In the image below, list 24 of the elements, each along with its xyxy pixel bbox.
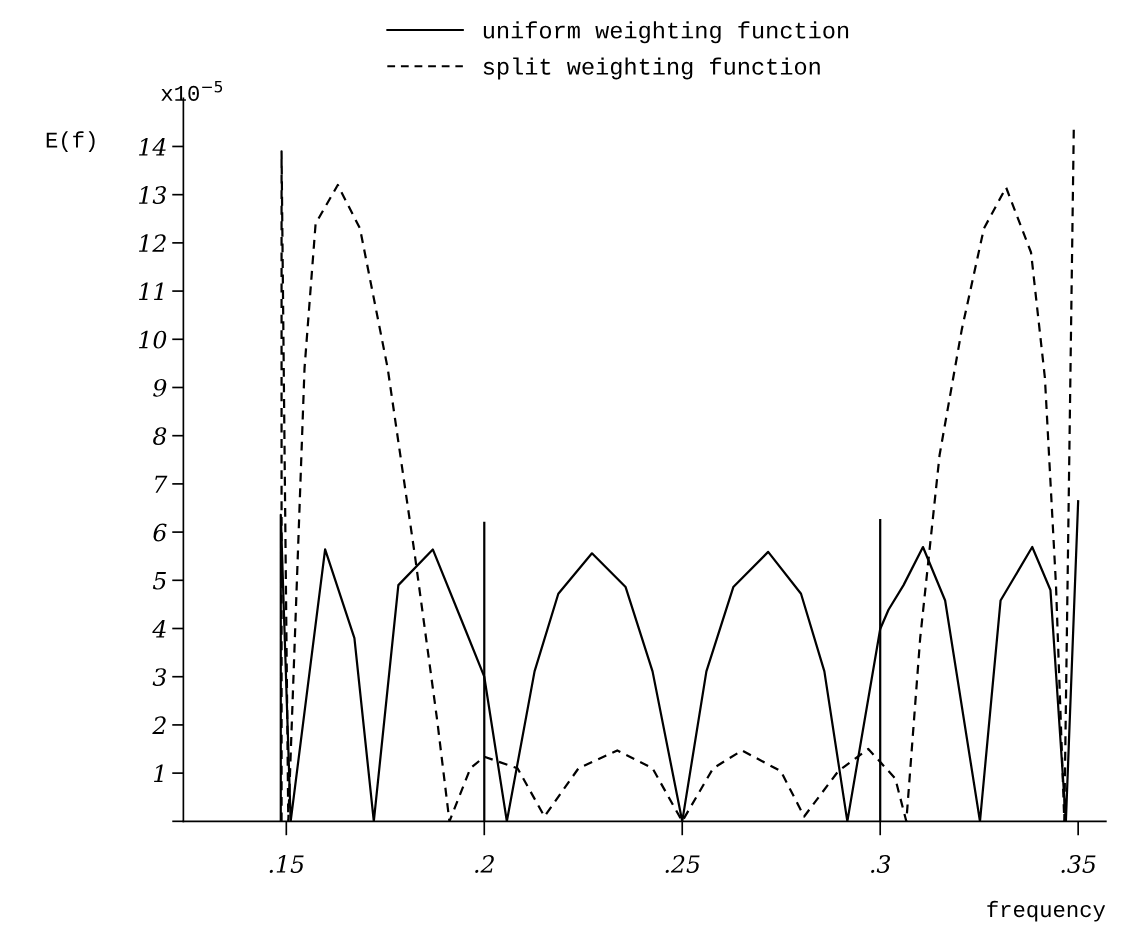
y-tick-label: 8 (153, 427, 167, 445)
y-tick-label: 14 (139, 137, 166, 156)
y-tick-label: 3 (152, 668, 166, 687)
annotation: x10$^{−5}$ (161, 80, 223, 101)
x-tick-label: .25 (665, 855, 700, 873)
x-tick-label: .35 (1061, 855, 1096, 873)
y-tick-label: 5 (152, 572, 166, 590)
y-tick-label: 10 (139, 330, 167, 349)
y-tick-label: 7 (155, 475, 168, 493)
x-tick-label: .3 (871, 855, 891, 873)
y-tick-label: 9 (153, 378, 167, 397)
y-tick-label: 13 (139, 186, 166, 204)
x-tick-label: .2 (475, 855, 494, 873)
legend-label: uniform weighting function (483, 21, 849, 44)
y-tick-label: 6 (153, 523, 167, 542)
y-tick-label: 1 (154, 764, 163, 783)
legend-label: split weighting function (483, 57, 820, 80)
y-tick-label: 12 (139, 234, 166, 252)
y-tick-label: 2 (152, 716, 166, 734)
x-axis-title: frequency (987, 900, 1106, 922)
y-tick-label: 4 (152, 619, 166, 638)
x-tick-label: .15 (269, 855, 304, 873)
y-axis-title: E(f) (46, 131, 95, 152)
y-tick-label: 11 (139, 282, 163, 301)
